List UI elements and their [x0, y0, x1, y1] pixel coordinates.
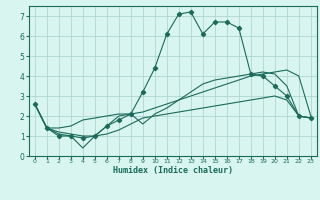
X-axis label: Humidex (Indice chaleur): Humidex (Indice chaleur): [113, 166, 233, 175]
